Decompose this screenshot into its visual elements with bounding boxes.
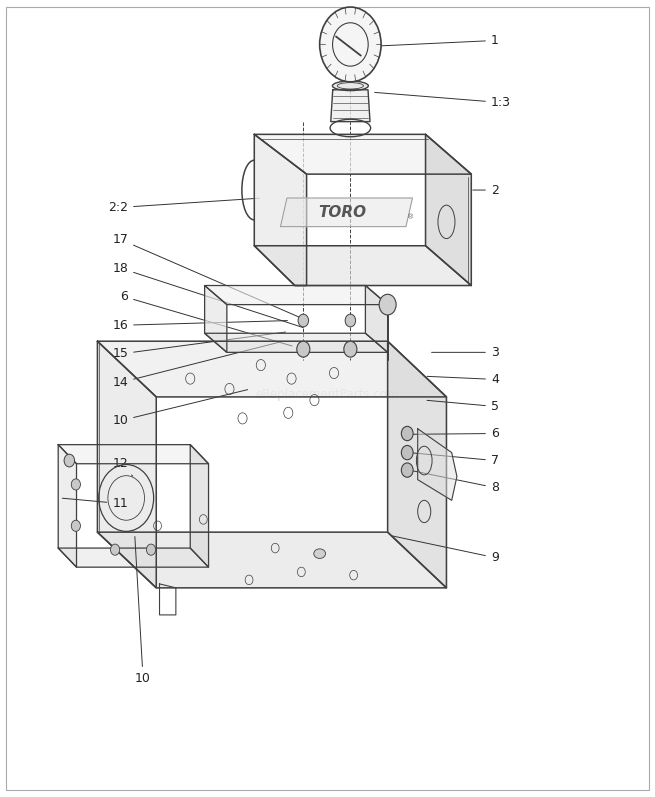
Polygon shape <box>204 285 227 352</box>
Text: 5: 5 <box>427 400 499 413</box>
Text: 10: 10 <box>135 536 151 685</box>
Circle shape <box>402 446 413 460</box>
Text: 17: 17 <box>112 233 301 318</box>
Circle shape <box>71 479 81 490</box>
Text: 9: 9 <box>392 536 498 564</box>
Text: 1:3: 1:3 <box>375 92 511 109</box>
Text: 11: 11 <box>62 497 128 510</box>
Text: 2: 2 <box>473 183 498 197</box>
Text: 14: 14 <box>113 342 280 389</box>
Polygon shape <box>418 429 457 501</box>
Polygon shape <box>98 341 447 397</box>
Polygon shape <box>365 285 388 352</box>
Polygon shape <box>204 285 388 304</box>
Circle shape <box>111 544 120 556</box>
Text: 18: 18 <box>112 261 303 328</box>
Polygon shape <box>254 135 307 285</box>
Polygon shape <box>254 135 472 174</box>
Polygon shape <box>204 333 388 352</box>
Text: 6: 6 <box>412 427 498 440</box>
Polygon shape <box>98 532 447 588</box>
Circle shape <box>64 454 75 467</box>
Text: 2:2: 2:2 <box>108 198 259 214</box>
Text: TORO: TORO <box>318 205 366 220</box>
Circle shape <box>297 341 310 357</box>
Polygon shape <box>190 445 208 567</box>
Text: 6: 6 <box>121 290 292 346</box>
Circle shape <box>402 463 413 477</box>
Circle shape <box>402 426 413 441</box>
Text: 10: 10 <box>112 390 248 427</box>
Circle shape <box>147 544 156 556</box>
Text: 12: 12 <box>113 457 133 476</box>
Ellipse shape <box>314 549 326 559</box>
Polygon shape <box>98 341 157 588</box>
Ellipse shape <box>332 81 368 91</box>
Circle shape <box>344 341 357 357</box>
Polygon shape <box>58 445 208 464</box>
Polygon shape <box>58 548 208 567</box>
Circle shape <box>379 294 396 315</box>
Polygon shape <box>331 90 370 122</box>
Polygon shape <box>280 198 413 226</box>
Text: eReplacementParts.com: eReplacementParts.com <box>256 388 399 401</box>
Circle shape <box>298 314 309 327</box>
Circle shape <box>320 7 381 82</box>
Circle shape <box>71 520 81 532</box>
Text: 1: 1 <box>379 34 498 47</box>
Text: 4: 4 <box>427 373 498 386</box>
Polygon shape <box>426 135 472 285</box>
Polygon shape <box>388 341 447 588</box>
Text: 7: 7 <box>412 453 499 467</box>
Text: 8: 8 <box>412 471 499 494</box>
Text: ®: ® <box>407 214 415 220</box>
Polygon shape <box>58 445 77 567</box>
Polygon shape <box>254 245 472 285</box>
Text: 3: 3 <box>432 346 498 359</box>
Text: 16: 16 <box>113 319 288 332</box>
Circle shape <box>345 314 356 327</box>
Text: 15: 15 <box>112 332 286 360</box>
